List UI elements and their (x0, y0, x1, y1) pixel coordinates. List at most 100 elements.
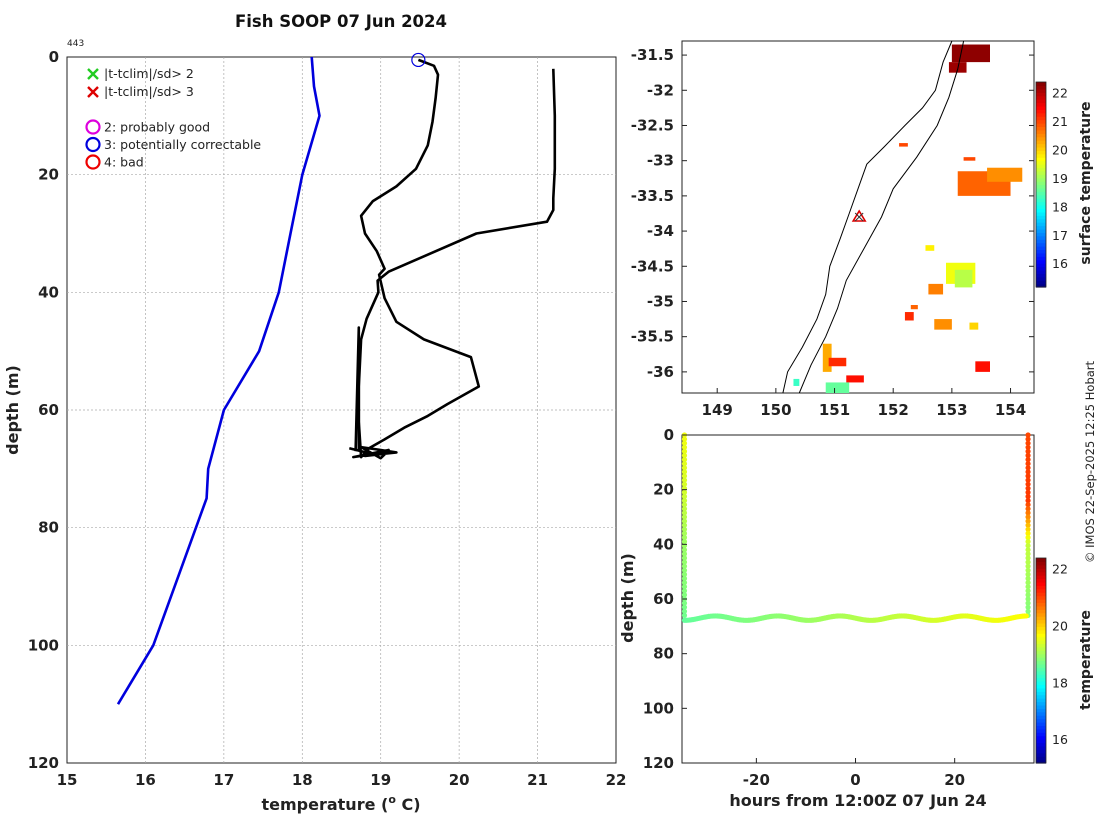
colorbar-segment (1036, 228, 1046, 233)
descent-point (681, 534, 688, 541)
ascent-point (1025, 436, 1031, 442)
ascent-point (1025, 510, 1031, 516)
dt-series (681, 432, 1031, 623)
colorbar-tick-label: 18 (1052, 675, 1068, 690)
colorbar-segment (1036, 698, 1046, 703)
dt-y-tick-label: 120 (643, 754, 674, 772)
colorbar-segment (1036, 633, 1046, 638)
y-tick-label: 40 (38, 283, 59, 301)
legend-circle-label: 2: probably good (104, 120, 210, 135)
colorbar-segment (1036, 558, 1046, 563)
ascent-point (1025, 457, 1031, 463)
colorbar-segment (1036, 88, 1046, 93)
colorbar-segment (1036, 612, 1046, 617)
sst-patch (846, 375, 864, 383)
colorbar-segment (1036, 711, 1046, 716)
colorbar-segment (1036, 174, 1046, 179)
colorbar-segment (1036, 588, 1046, 593)
y-tick-label: 20 (38, 166, 59, 184)
descent-point (681, 551, 688, 557)
profile-series (116, 52, 557, 705)
ascent-point (1025, 555, 1031, 561)
colorbar-segment (1036, 184, 1046, 189)
dt-y-label: depth (m) (618, 553, 637, 643)
colorbar-segment (1036, 626, 1046, 631)
colorbar-segment (1036, 280, 1046, 285)
colorbar-segment (1036, 660, 1046, 665)
descent-point (681, 559, 688, 565)
ascent-point (1025, 539, 1031, 545)
map-sst-patches (793, 44, 1023, 393)
colorbar-segment (1036, 177, 1046, 182)
colorbar-segment (1036, 146, 1046, 151)
colorbar-tick-label: 17 (1052, 228, 1068, 243)
dt-colorbar-label: temperature (1078, 610, 1094, 710)
y-tick-label: 120 (28, 754, 59, 772)
x-tick-label: 22 (606, 771, 627, 789)
dt-y-tick-label: 40 (653, 535, 674, 553)
colorbar-segment (1036, 225, 1046, 230)
descent-point (681, 440, 688, 446)
ascent-point (1025, 571, 1031, 578)
map-y-tick-label: -35.5 (631, 328, 674, 346)
map-y-tick-label: -32.5 (631, 116, 674, 134)
map-x-tick-label: 149 (702, 401, 733, 419)
colorbar-segment (1036, 105, 1046, 110)
depth-time-plot: -20 0 20 0 20 40 60 80 100 120 16 18 20 22 hours fro… (618, 426, 1094, 810)
ascent-point (1025, 461, 1031, 467)
colorbar-segment (1036, 218, 1046, 223)
ascent-point (1025, 608, 1031, 614)
sst-patch (934, 319, 952, 330)
ascent-point (1025, 600, 1031, 606)
coastline (782, 40, 953, 394)
colorbar-segment (1036, 198, 1046, 203)
colorbar-segment (1036, 592, 1046, 597)
colorbar-segment (1036, 691, 1046, 696)
series-bottom-wiggle (348, 445, 398, 460)
dt-colorbar: 16 18 20 22 (1035, 557, 1068, 764)
map-y-tick-label: -31.5 (631, 46, 674, 64)
ascent-point (1025, 596, 1031, 602)
colorbar-segment (1036, 732, 1046, 737)
colorbar-tick-label: 19 (1052, 171, 1068, 186)
colorbar-segment (1036, 119, 1046, 124)
dt-x-tick-label: 0 (850, 771, 860, 789)
colorbar-segment (1036, 201, 1046, 206)
colorbar-segment (1036, 205, 1046, 210)
dt-y-tick-label: 0 (664, 426, 674, 444)
ascent-point (1025, 592, 1031, 598)
colorbar-segment (1036, 170, 1046, 175)
colorbar-segment (1036, 725, 1046, 730)
map-x-tick-label: 150 (760, 401, 791, 419)
x-tick-label: 19 (370, 771, 391, 789)
descent-point (681, 588, 688, 594)
descent-point (681, 493, 688, 500)
dt-x-label: hours from 12:00Z 07 Jun 24 (729, 791, 986, 810)
colorbar-segment (1036, 283, 1046, 288)
descent-point (681, 457, 688, 463)
descent-point (681, 575, 688, 582)
descent-point (681, 555, 688, 561)
ascent-point (1025, 530, 1031, 537)
ascent-point (1025, 469, 1031, 475)
colorbar-segment (1036, 622, 1046, 627)
x-tick-label: 17 (213, 771, 234, 789)
legend-cross-group: |t-tclim|/sd> 2 |t-tclim|/sd> 3 (87, 66, 194, 99)
ascent-point (1025, 563, 1031, 569)
sst-map-plot: 149 150 151 152 153 154 -31.5 -32 -32.5 -33 -33.5 -… (631, 40, 1094, 419)
ascent-point (1025, 465, 1031, 471)
descent-point (681, 514, 688, 520)
colorbar-tick-label: 20 (1052, 142, 1068, 157)
map-y-tick-label: -33.5 (631, 187, 674, 205)
colorbar-segment (1036, 756, 1046, 761)
x-tick-label: 16 (135, 771, 156, 789)
colorbar-segment (1036, 561, 1046, 566)
colorbar-segment (1036, 571, 1046, 576)
legend-circle-label: 4: bad (104, 155, 144, 170)
descent-point (681, 502, 688, 508)
map-y-tick-label: -35 (647, 292, 674, 310)
colorbar-segment (1036, 116, 1046, 121)
ascent-point (1025, 473, 1031, 479)
descent-point (681, 600, 688, 606)
dt-x-tick-label: 20 (944, 771, 965, 789)
